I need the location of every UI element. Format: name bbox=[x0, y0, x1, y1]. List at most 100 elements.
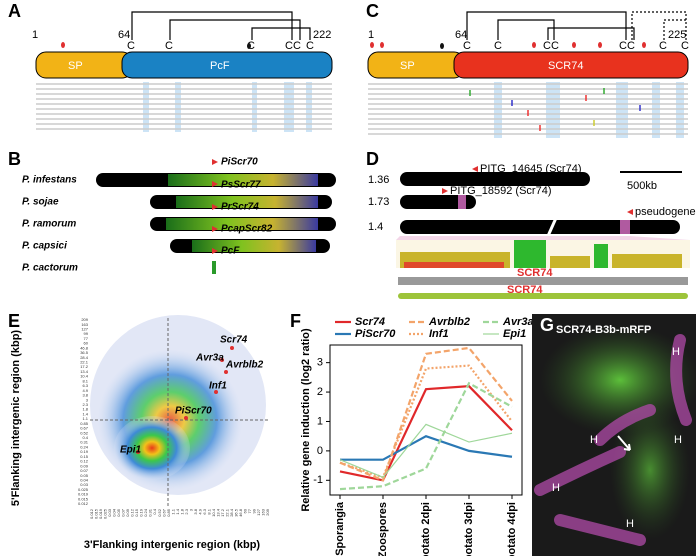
synteny-block bbox=[212, 261, 216, 274]
gene-label: PITG_18592 (Scr74) bbox=[450, 185, 552, 197]
x-tick-label: 0.19 bbox=[139, 508, 144, 517]
gene-region bbox=[458, 195, 466, 209]
variant-ticks bbox=[469, 88, 641, 131]
synteny-block bbox=[168, 174, 318, 186]
sites bbox=[370, 42, 646, 48]
y-tick-label: 0.07 bbox=[80, 468, 89, 473]
domain bbox=[453, 51, 689, 79]
alignment-rows bbox=[368, 83, 688, 135]
cysteine: C bbox=[165, 40, 173, 52]
domain-label: SP bbox=[400, 60, 415, 72]
panel-f: F Relative gene induction (log2 ratio) -… bbox=[290, 311, 534, 556]
gene-model bbox=[398, 293, 688, 299]
disulfide-brackets bbox=[131, 11, 311, 40]
species: P. cactorum bbox=[22, 263, 78, 274]
site bbox=[440, 43, 444, 49]
gene-label: PiScr70 bbox=[221, 157, 258, 168]
gene-label: pseudogene bbox=[635, 206, 696, 218]
panel-letter: E bbox=[8, 311, 20, 331]
gene-label: PsScr77 bbox=[221, 180, 261, 191]
track-label: SCR74 bbox=[507, 284, 543, 296]
y-tick-label: 209 bbox=[81, 317, 88, 322]
y-tick-label: 0.4 bbox=[82, 435, 88, 440]
x-tick-label: potato 3dpi bbox=[463, 502, 475, 556]
haustorium: H bbox=[590, 434, 598, 446]
gene-label: PITG_14645 (Scr74) bbox=[480, 163, 582, 175]
series-line bbox=[339, 346, 513, 482]
x-tick-label: 0.12 bbox=[130, 508, 135, 517]
panel-letter: F bbox=[290, 311, 301, 331]
panel-g: G SCR74-B3b-mRFP H H H H H bbox=[532, 314, 696, 556]
series-line bbox=[339, 364, 513, 479]
panel-a: A 1 64 222 C C C CC C SP PcF bbox=[8, 1, 333, 132]
series-line bbox=[339, 381, 513, 491]
y-tick-label: 0.015 bbox=[78, 496, 89, 501]
x-tick-label: 0.85 bbox=[166, 508, 171, 517]
x-tick-label: 2.3 bbox=[184, 508, 189, 514]
x-tick-label: Sporangia bbox=[334, 501, 346, 556]
y-tick-label: 0.04 bbox=[80, 477, 89, 482]
haustorium: H bbox=[552, 482, 560, 494]
x-tick-label: 10.4 bbox=[211, 508, 216, 517]
y-tick-label: 22.1 bbox=[80, 360, 89, 365]
y-tick-label: 4.9 bbox=[82, 388, 88, 393]
synteny-block bbox=[192, 240, 316, 252]
cysteine: C bbox=[494, 40, 502, 52]
gene-label: PiScr70 bbox=[175, 406, 212, 417]
cysteine: CC bbox=[619, 40, 635, 52]
y-tick-label: 2 bbox=[317, 386, 323, 398]
gene-label: Inf1 bbox=[209, 381, 227, 392]
domain-label: SP bbox=[68, 60, 83, 72]
y-tick-label: 1.8 bbox=[82, 407, 88, 412]
panel-e: E 5'Flanking intergenic region (kbp) 3'F… bbox=[8, 311, 270, 551]
x-tick-label: 1.1 bbox=[170, 508, 175, 514]
y-tick-label: 1 bbox=[317, 415, 323, 427]
disulfide-brackets bbox=[466, 11, 687, 40]
y-tick-label: 163 bbox=[81, 322, 88, 327]
legend-label: Inf1 bbox=[429, 328, 449, 340]
x-tick-label: 99 bbox=[252, 508, 257, 513]
x-tick-label: 0.31 bbox=[148, 508, 153, 517]
x-tick-label: 4.9 bbox=[197, 508, 202, 514]
haustorium: H bbox=[626, 518, 634, 530]
fluorescence bbox=[610, 400, 690, 540]
density bbox=[114, 416, 190, 480]
x-tick-label: 0.24 bbox=[143, 508, 148, 517]
x-tick-label: 77 bbox=[247, 508, 252, 513]
break bbox=[546, 217, 558, 237]
cysteine: C bbox=[659, 40, 667, 52]
axis-label: 3'Flanking intergenic region (kbp) bbox=[84, 539, 261, 551]
panel-letter: D bbox=[366, 149, 379, 169]
x-tick-label: potato 4dpi bbox=[506, 502, 518, 556]
y-tick-label: 36.5 bbox=[80, 350, 89, 355]
cysteine: CC bbox=[543, 40, 559, 52]
x-tick-label: 0.4 bbox=[152, 508, 157, 514]
gene-label: Epi1 bbox=[120, 445, 142, 456]
axis-label: 5'Flanking intergenic region (kbp) bbox=[10, 330, 22, 507]
y-tick-label: 0.31 bbox=[80, 440, 89, 445]
cysteine: C bbox=[681, 40, 689, 52]
panel-letter: B bbox=[8, 149, 21, 169]
position: 225 bbox=[668, 29, 686, 41]
domain-label: SCR74 bbox=[548, 60, 583, 72]
gene-points bbox=[136, 346, 234, 454]
domain bbox=[121, 51, 333, 79]
panel-b: B P. infestans P. sojae P. ramorum P. ca… bbox=[8, 149, 336, 274]
x-tick-label: 0.03 bbox=[107, 508, 112, 517]
x-tick-label: 163 bbox=[261, 508, 266, 515]
species: P. ramorum bbox=[22, 219, 76, 230]
site bbox=[61, 42, 65, 48]
y-tick-label: 0.19 bbox=[80, 449, 89, 454]
x-tick-label: 0.025 bbox=[103, 508, 108, 519]
x-tick-label: 0.09 bbox=[125, 508, 130, 517]
contig bbox=[400, 220, 680, 234]
gene-arrows bbox=[442, 166, 633, 215]
position: 64 bbox=[118, 29, 130, 41]
y-tick-label: 8.1 bbox=[82, 378, 88, 383]
x-tick-label: 0.019 bbox=[98, 508, 103, 519]
y-tick-label: 3 bbox=[86, 397, 89, 402]
x-tick-label: 209 bbox=[265, 508, 270, 515]
cysteine: C bbox=[306, 40, 314, 52]
